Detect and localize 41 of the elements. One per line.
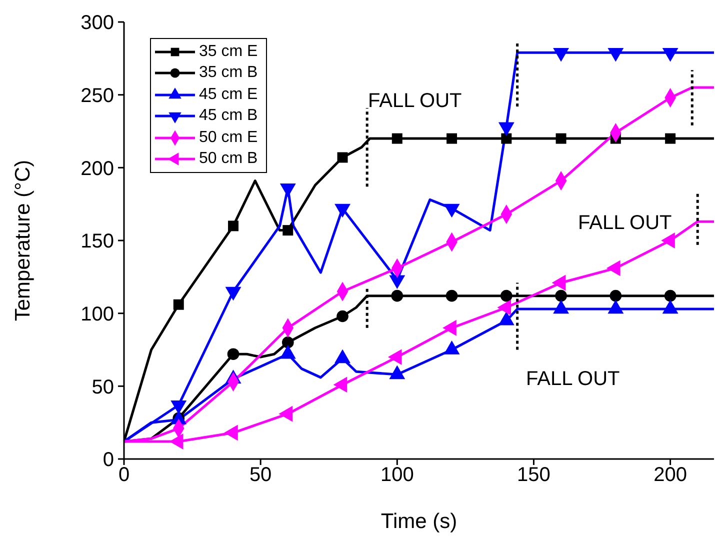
point [391,290,404,302]
point [336,310,348,322]
legend-label: 35 cm E [199,42,258,61]
x-axis-title: Time (s) [380,510,458,533]
annotation: FALL OUT [526,368,620,390]
point [446,290,458,302]
x-tick-label: 150 [517,464,550,486]
point [555,290,567,302]
x-tick-label: 0 [118,464,130,486]
y-tick-label: 200 [80,158,114,180]
y-tick-label: 300 [80,12,114,34]
point [500,290,512,302]
annotation: FALL OUT [578,212,672,234]
legend-label: 50 cm B [199,150,258,168]
point [610,290,622,302]
x-tick-label: 50 [249,464,272,486]
x-tick-label: 200 [654,464,687,486]
point [173,299,184,310]
point [664,290,676,302]
point [282,225,294,236]
y-axis-title: Temperature (°C) [11,160,34,322]
point [227,348,240,360]
point [665,133,676,144]
point [446,133,458,144]
y-tick-label: 0 [102,449,114,472]
legend-label: 45 cm E [199,86,258,104]
legend-label: 35 cm B [199,64,258,82]
legend-label: 50 cm E [199,128,258,147]
point [556,133,566,144]
point [337,152,348,163]
legend-label: 45 cm B [199,107,258,126]
point [282,336,294,348]
annotation: FALL OUT [368,90,462,112]
point [228,220,239,232]
point [392,133,402,144]
y-tick-label: 150 [80,230,114,253]
x-tick-label: 100 [380,464,414,486]
y-tick-label: 250 [80,84,114,107]
point [501,133,512,144]
y-tick-label: 50 [92,376,114,398]
y-tick-label: 100 [80,303,114,326]
